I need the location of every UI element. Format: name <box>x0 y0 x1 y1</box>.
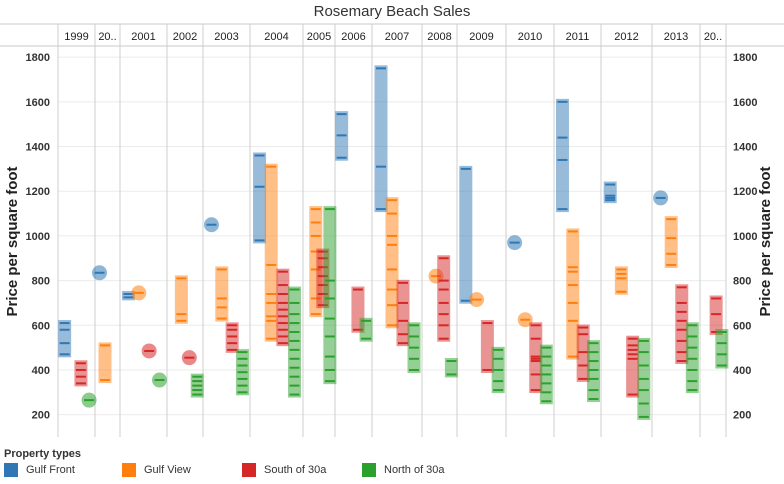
range-band-south-of-30a <box>437 255 451 342</box>
y-tick-label-right: 1200 <box>733 186 757 198</box>
y-tick-label-left: 1600 <box>26 97 50 109</box>
y-tick-label-left: 1400 <box>26 142 50 154</box>
y-tick-label-right: 1000 <box>733 231 757 243</box>
y-tick-label-left: 200 <box>32 410 50 422</box>
legend-swatch <box>242 463 256 477</box>
range-band-north-of-30a <box>586 340 600 403</box>
column-header-label: 2007 <box>385 31 409 43</box>
column-header-label: 2003 <box>214 31 238 43</box>
range-band-south-of-30a <box>74 360 88 387</box>
range-band-south-of-30a <box>709 295 723 335</box>
range-band-gulf-front <box>555 98 569 213</box>
y-tick-label-left: 1000 <box>26 231 50 243</box>
range-band-north-of-30a <box>359 317 373 342</box>
range-band-gulf-front <box>58 320 72 358</box>
y-tick-label-left: 1800 <box>26 52 50 64</box>
range-band-south-of-30a <box>480 320 494 373</box>
column-header-label: 2010 <box>518 31 542 43</box>
range-band-gulf-view <box>614 266 628 295</box>
chart-title: Rosemary Beach Sales <box>313 3 471 20</box>
legend-label: North of 30a <box>384 464 445 476</box>
range-band-gulf-view <box>664 216 678 268</box>
range-band-gulf-view <box>215 266 229 322</box>
y-tick-label-left: 400 <box>32 365 50 377</box>
column-header-label: 20.. <box>98 31 116 43</box>
column-header-label: 2012 <box>614 31 638 43</box>
y-axis-label-left: Price per square foot <box>4 166 21 316</box>
range-band-north-of-30a <box>685 322 699 394</box>
range-band-gulf-front <box>459 165 473 304</box>
y-tick-label-left: 600 <box>32 320 50 332</box>
y-tick-label-right: 600 <box>733 320 751 332</box>
column-header-label: 2011 <box>566 31 590 43</box>
legend-label: Gulf Front <box>26 464 75 476</box>
column-header-label: 2006 <box>341 31 365 43</box>
legend-label: Gulf View <box>144 464 191 476</box>
y-tick-label-left: 1200 <box>26 186 50 198</box>
column-header-label: 2001 <box>131 31 155 43</box>
chart-plot: 1999 20.. 2001 2002 2003 2004 2005 2006 2007 2008… <box>0 23 784 437</box>
y-tick-label-right: 800 <box>733 276 751 288</box>
legend-swatch <box>362 463 376 477</box>
range-band-south-of-30a <box>626 335 640 398</box>
y-tick-label-left: 800 <box>32 276 50 288</box>
range-band-gulf-view <box>566 228 580 360</box>
column-header-label: 20.. <box>704 31 722 43</box>
range-band-north-of-30a <box>323 206 337 385</box>
column-header-label: 2008 <box>427 31 451 43</box>
column-header-label: 2005 <box>307 31 331 43</box>
range-band-north-of-30a <box>444 358 458 378</box>
y-axis-label-right: Price per square foot <box>757 166 774 316</box>
legend-label: South of 30a <box>264 464 327 476</box>
legend: Property types Gulf Front Gulf View Sout… <box>0 447 784 484</box>
column-header-label: 2002 <box>173 31 197 43</box>
legend-swatch <box>122 463 136 477</box>
range-band-north-of-30a <box>715 328 729 369</box>
legend-swatch <box>4 463 18 477</box>
range-band-gulf-view <box>98 342 112 384</box>
y-tick-label-right: 200 <box>733 410 751 422</box>
range-band-gulf-view <box>385 197 399 329</box>
column-header-label: 2004 <box>264 31 288 43</box>
range-band-south-of-30a <box>396 279 410 347</box>
range-band-south-of-30a <box>276 268 290 347</box>
y-tick-label-right: 1400 <box>733 142 757 154</box>
range-band-south-of-30a <box>675 284 689 365</box>
column-header-label: 2009 <box>469 31 493 43</box>
range-band-gulf-front <box>121 291 135 301</box>
range-band-gulf-front <box>253 152 267 244</box>
range-band-south-of-30a <box>576 324 590 382</box>
range-band-gulf-view <box>264 163 278 342</box>
legend-title: Property types <box>4 448 82 460</box>
column-header-label: 2013 <box>664 31 688 43</box>
range-band-south-of-30a <box>225 322 239 353</box>
y-tick-label-right: 400 <box>733 365 751 377</box>
column-header-label: 1999 <box>64 31 88 43</box>
y-tick-label-right: 1800 <box>733 52 757 64</box>
range-band-gulf-front <box>374 65 388 213</box>
y-tick-label-right: 1600 <box>733 97 757 109</box>
range-band-gulf-view <box>174 275 188 324</box>
